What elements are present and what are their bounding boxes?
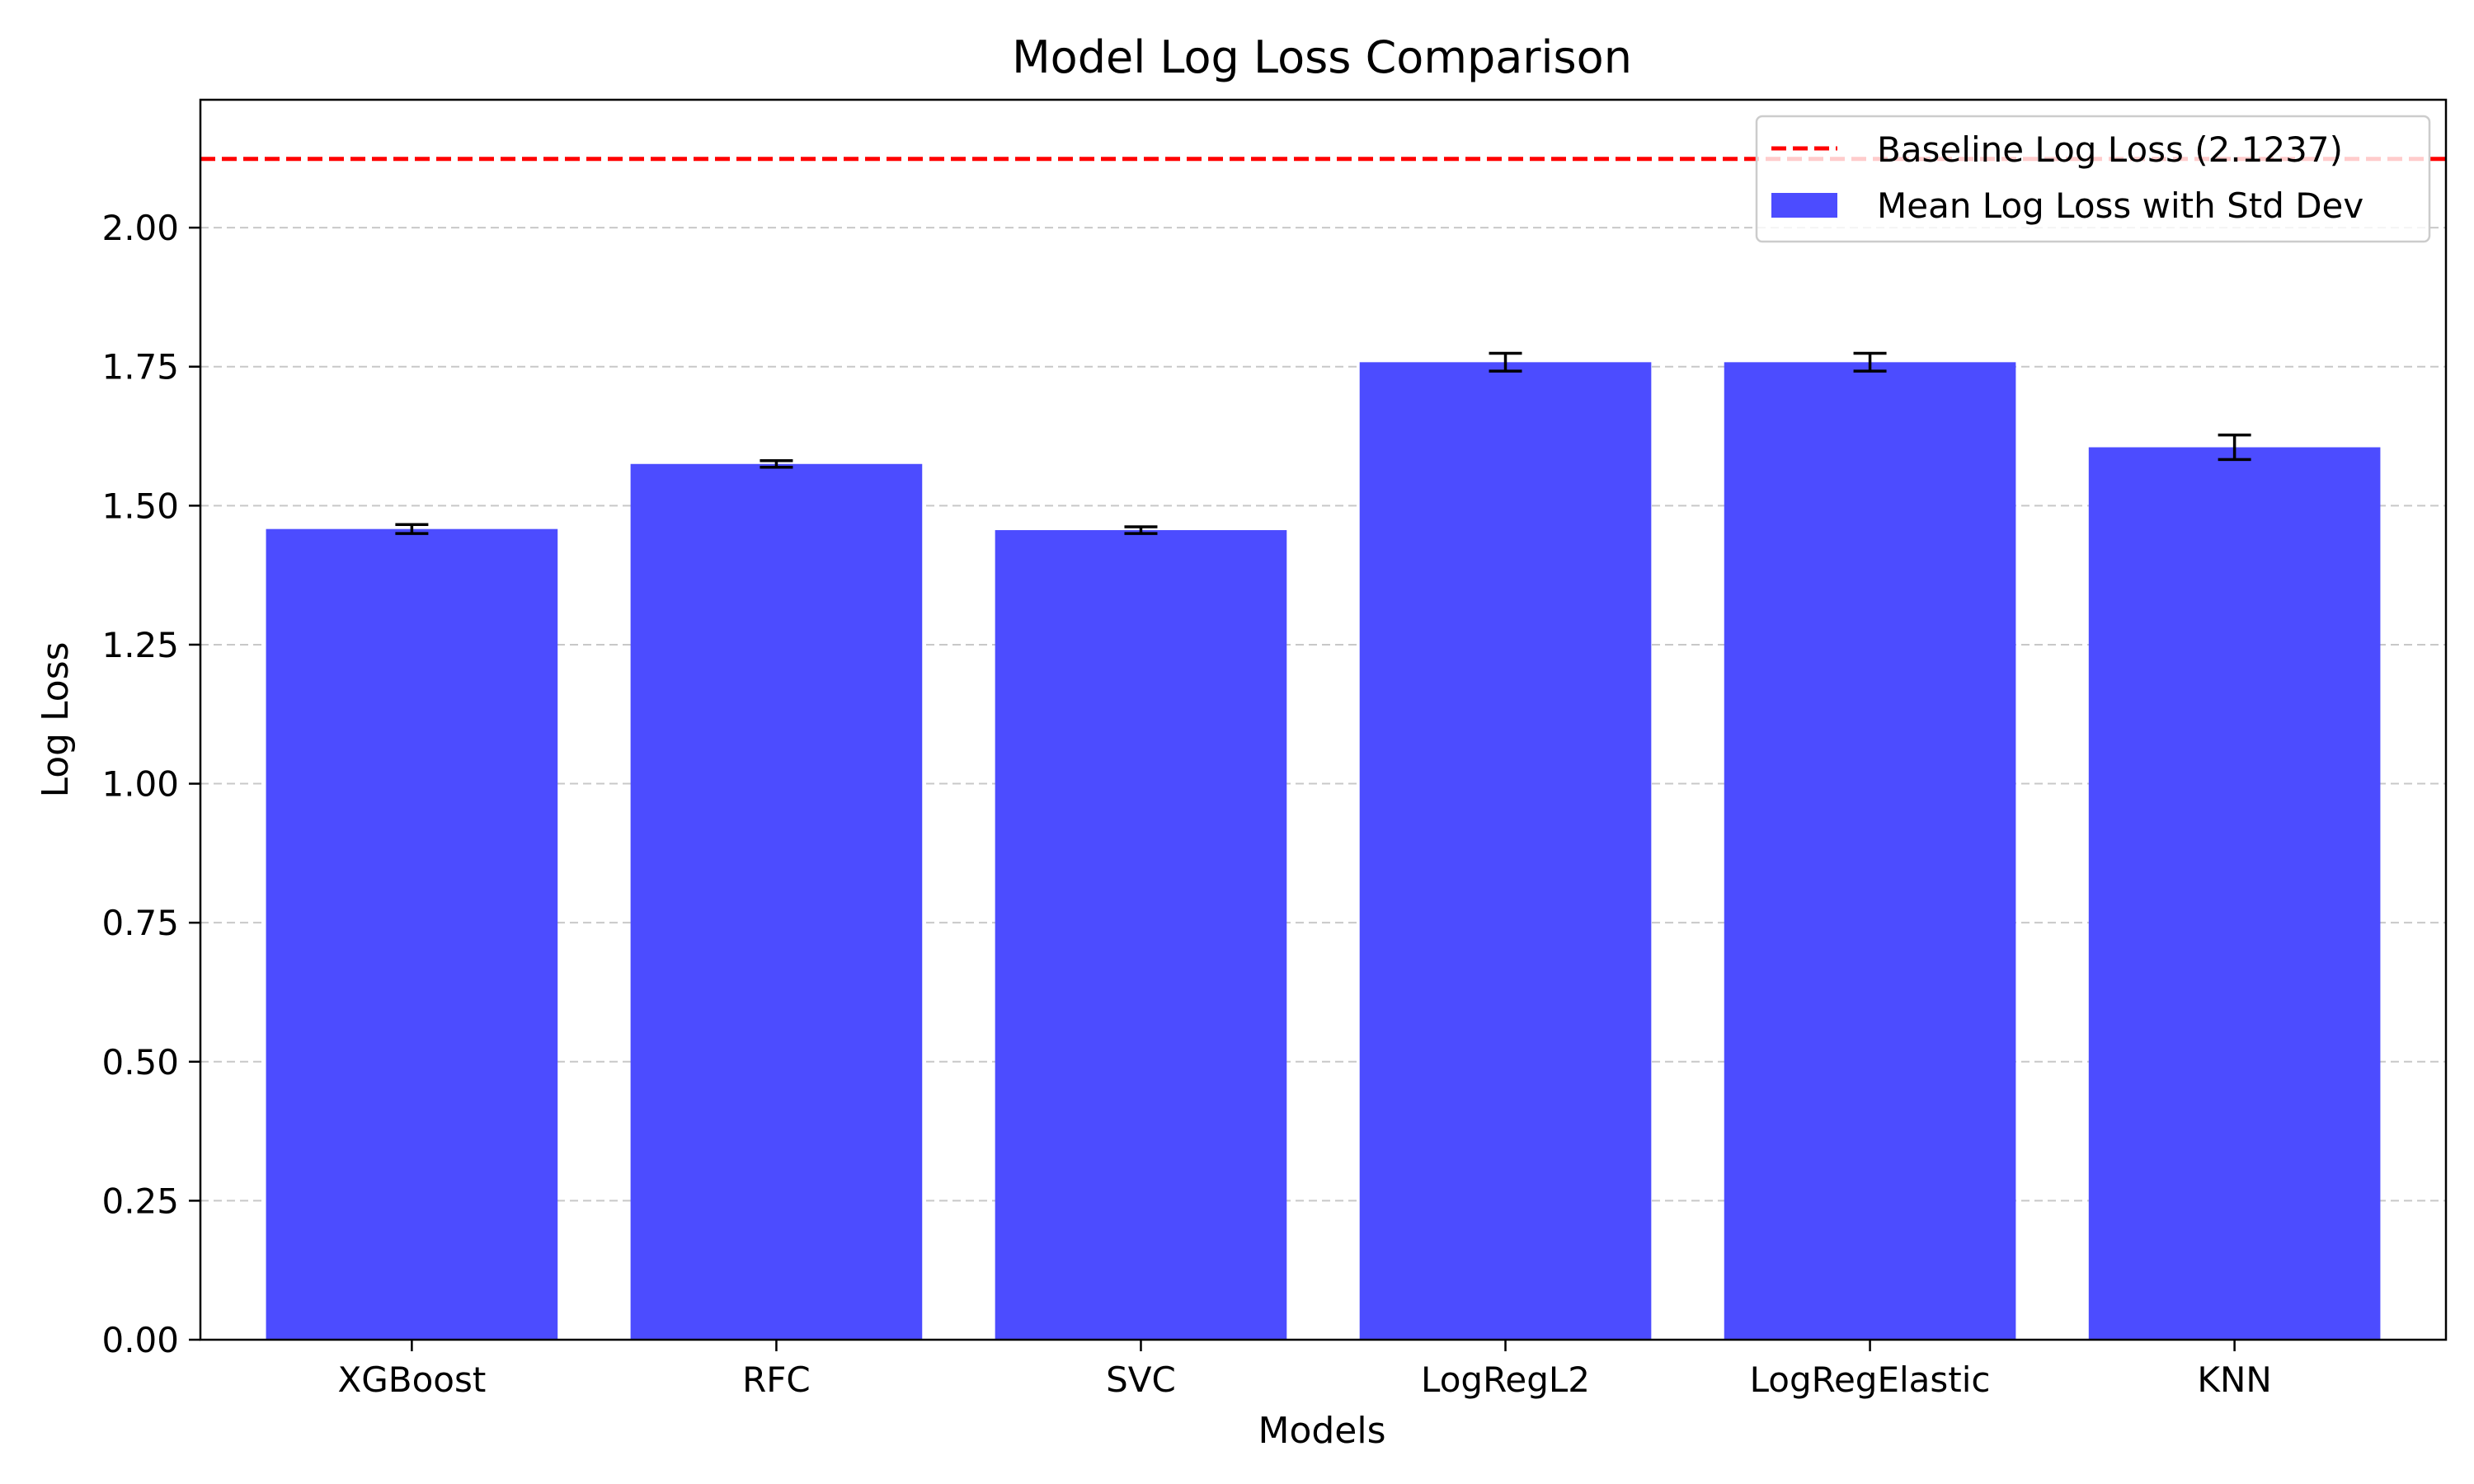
y-axis-label: Log Loss [35, 641, 77, 797]
legend-bar-swatch [1771, 193, 1837, 218]
bar [995, 530, 1287, 1340]
tick-labels: XGBoost RFC SVC LogRegL2 LogRegElastic KNN 0.0… [101, 208, 2271, 1400]
chart-title: Model Log Loss Comparison [1012, 31, 1632, 83]
x-tick-label: KNN [2197, 1360, 2271, 1400]
x-tick-label: SVC [1106, 1360, 1176, 1400]
y-tick-label: 1.75 [101, 347, 179, 387]
y-tick-label: 2.00 [101, 208, 179, 248]
axes [199, 98, 2448, 1341]
y-tick-label: 1.25 [101, 625, 179, 665]
bar [266, 528, 558, 1340]
error-bars [395, 351, 2251, 535]
bar [1359, 362, 1652, 1340]
bar [630, 463, 923, 1341]
y-tick-label: 0.00 [101, 1320, 179, 1360]
y-tick-label: 0.25 [101, 1181, 179, 1221]
x-tick-label: XGBoost [337, 1360, 486, 1400]
y-tick-label: 1.00 [101, 764, 179, 805]
x-tick-label: LogRegL2 [1421, 1360, 1590, 1400]
legend-baseline-label: Baseline Log Loss (2.1237) [1877, 129, 2343, 170]
y-tick-label: 0.75 [101, 903, 179, 943]
legend: Baseline Log Loss (2.1237) Mean Log Loss… [1755, 115, 2431, 243]
x-axis-label: Models [1258, 1410, 1385, 1452]
plot-frame [199, 98, 2448, 1341]
legend-box [1755, 115, 2431, 243]
x-tick-label: RFC [742, 1360, 811, 1400]
bar [2088, 447, 2381, 1340]
x-tick-label: LogRegElastic [1750, 1360, 1991, 1400]
y-tick-label: 1.50 [101, 486, 179, 526]
bar [1724, 362, 2016, 1340]
legend-bar-label: Mean Log Loss with Std Dev [1877, 186, 2363, 226]
y-tick-label: 0.50 [101, 1042, 179, 1082]
bars [266, 362, 2381, 1341]
